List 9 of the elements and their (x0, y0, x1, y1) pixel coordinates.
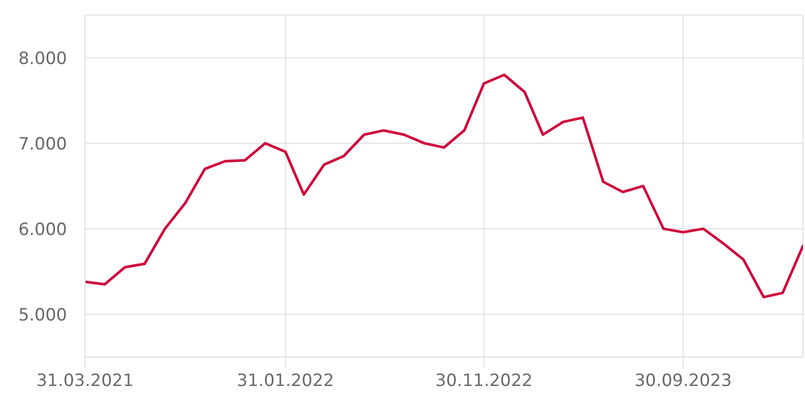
y-tick-label: 8.000 (18, 48, 67, 69)
x-tick-label: 31.01.2022 (236, 371, 334, 392)
y-tick-label: 6.000 (18, 220, 67, 240)
line-series (85, 74, 803, 298)
y-tick-label: 7.000 (18, 134, 67, 154)
y-tick-label: 5.000 (18, 305, 67, 326)
x-tick-label: 30.09.2023 (634, 371, 732, 392)
x-tick-label: 31.03.2021 (36, 371, 134, 392)
x-tick-label: 30.11.2022 (435, 371, 533, 392)
